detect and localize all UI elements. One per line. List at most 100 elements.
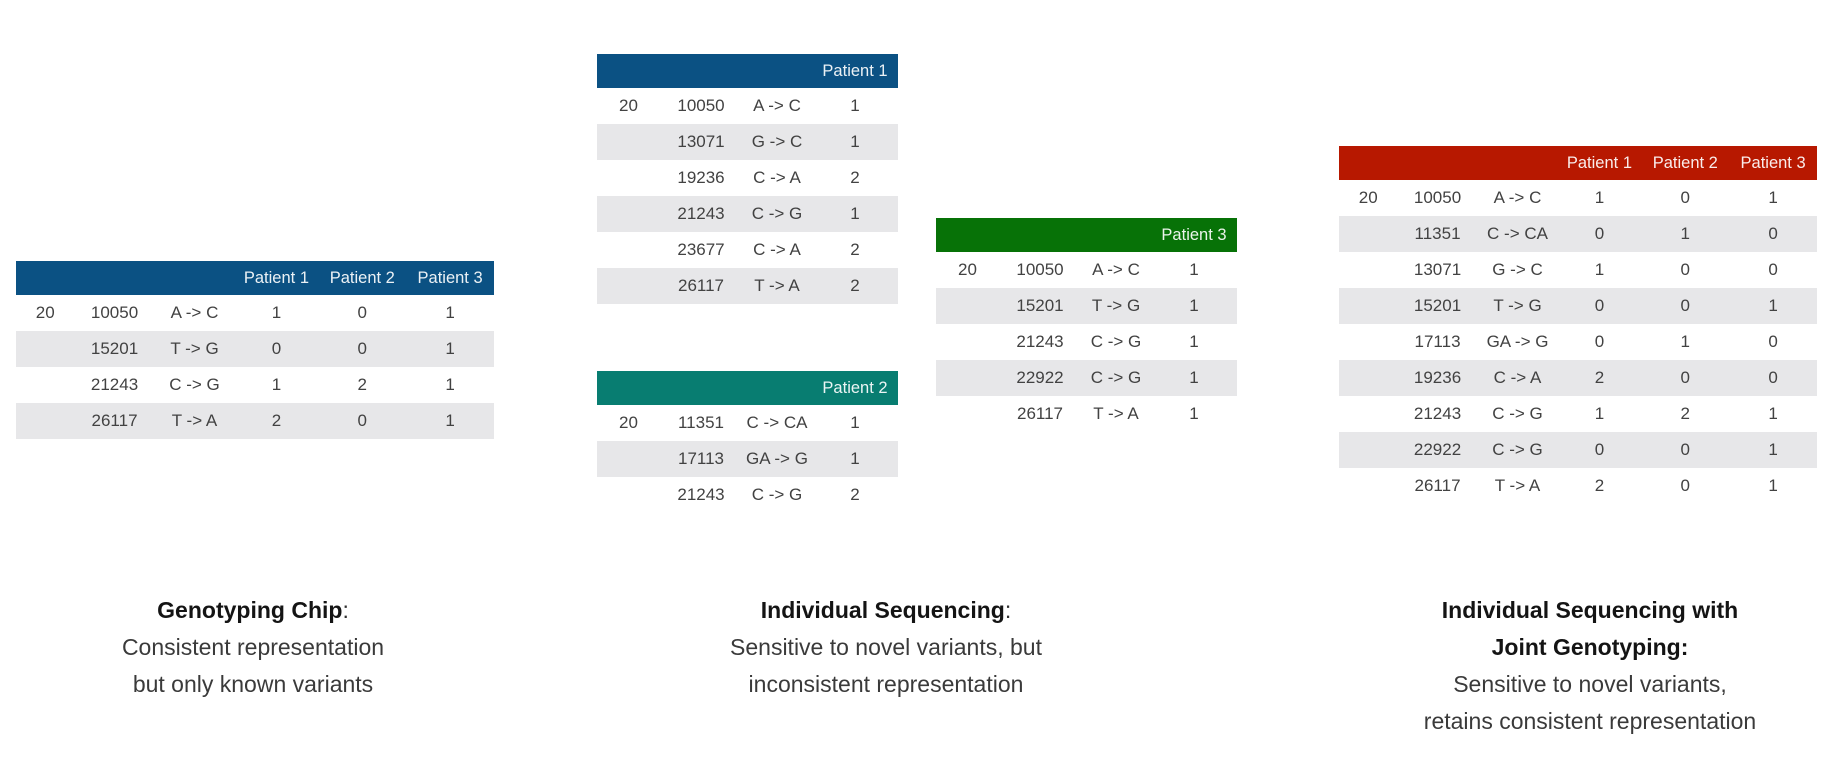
genotype-cell: 0 (271, 339, 282, 358)
position-cell: 10050 (677, 96, 725, 115)
caption-title-bold: Individual Sequencing (760, 597, 1005, 623)
table-row: 20 10050 A -> C 1 (597, 88, 898, 124)
patient-3-sequencing-table: Patient 3 20 10050 A -> C 1 15201 T -> G 1 21243… (936, 218, 1237, 432)
patient-header-cell: Patient 2 (1652, 153, 1718, 172)
position-cell: 11351 (1414, 224, 1461, 243)
position-cell: 15201 (1413, 296, 1462, 315)
variant-change-cell: G -> C (1492, 260, 1543, 279)
position-cell: 22922 (1413, 440, 1462, 459)
genotype-cell: 1 (850, 449, 860, 468)
position-cell: 13071 (677, 132, 725, 151)
genotype-cell: 2 (1680, 404, 1691, 423)
table-row: 20 10050 A -> C 1 0 1 (1339, 180, 1817, 216)
table-row: 21243 C -> G 1 (597, 196, 898, 232)
table-row: 15201 T -> G 0 0 1 (16, 331, 494, 367)
position-cell: 26117 (1414, 476, 1461, 495)
table-row: 13071 G -> C 1 (597, 124, 898, 160)
variant-change-cell: T -> G (1091, 296, 1141, 315)
variant-change-cell: GA -> G (1486, 332, 1549, 351)
position-cell: 10050 (1016, 260, 1064, 279)
table-row: 22922 C -> G 0 0 1 (1339, 432, 1817, 468)
variant-change-cell: C -> G (751, 485, 803, 504)
variant-change-cell: T -> A (171, 411, 218, 430)
genotype-cell: 1 (445, 303, 455, 322)
genotype-cell: 1 (1594, 260, 1605, 279)
genotype-cell: 0 (1680, 188, 1691, 207)
table-row: 21243 C -> G 1 2 1 (16, 367, 494, 403)
patient-header-cell: Patient 1 (1566, 153, 1633, 172)
position-cell: 22922 (1016, 368, 1064, 387)
position-cell: 23677 (677, 240, 725, 259)
table-row: 13071 G -> C 1 0 0 (1339, 252, 1817, 288)
table-row: 15201 T -> G 0 0 1 (1339, 288, 1817, 324)
variant-change-cell: C -> CA (746, 413, 808, 432)
genotype-cell: 1 (1594, 404, 1605, 423)
genotype-cell: 1 (445, 411, 455, 430)
genotype-cell: 2 (1594, 368, 1605, 387)
genotype-cell: 1 (1768, 440, 1778, 459)
variant-change-cell: A -> C (1092, 260, 1140, 279)
table-row: 26117 T -> A 2 0 1 (16, 403, 494, 439)
caption-individual-sequencing: Individual Sequencing: Sensitive to nove… (656, 592, 1116, 703)
genotype-cell: 0 (1594, 296, 1605, 315)
genotype-cell: 0 (357, 303, 368, 322)
position-cell: 15201 (90, 339, 139, 358)
table-row: 21243 C -> G 2 (597, 477, 898, 513)
genotype-cell: 2 (850, 168, 860, 187)
caption-title-bold: Individual Sequencing with (1441, 597, 1739, 623)
variant-change-cell: C -> G (1492, 404, 1543, 423)
caption-line: inconsistent representation (748, 671, 1024, 697)
genotype-cell: 1 (1189, 404, 1199, 423)
genotype-cell: 0 (357, 411, 368, 430)
variant-change-cell: C -> G (1492, 440, 1543, 459)
genotype-cell: 1 (1680, 224, 1691, 243)
genotype-cell: 1 (1594, 188, 1605, 207)
table-row: 17113 GA -> G 1 (597, 441, 898, 477)
genotype-cell: 0 (1680, 368, 1691, 387)
genotype-cell: 0 (1594, 224, 1605, 243)
genotype-cell: 1 (1189, 260, 1199, 279)
position-cell: 21243 (1413, 404, 1462, 423)
position-cell: 21243 (1016, 332, 1064, 351)
genotype-cell: 1 (850, 204, 860, 223)
caption-joint-genotyping: Individual Sequencing with Joint Genotyp… (1360, 592, 1820, 740)
patient-header-cell: Patient 2 (822, 378, 888, 397)
variant-change-cell: T -> A (1494, 476, 1541, 495)
genotype-cell: 0 (1768, 224, 1778, 243)
genotype-cell: 0 (1680, 440, 1691, 459)
variant-change-cell: T -> G (170, 339, 219, 358)
genotype-cell: 0 (1768, 332, 1778, 351)
genotype-cell: 1 (850, 96, 860, 115)
joint-genotyping-table: Patient 1 Patient 2 Patient 3 20 10050 A -> C… (1339, 146, 1817, 504)
caption-line: but only known variants (132, 671, 374, 697)
variant-change-cell: C -> G (1090, 332, 1142, 351)
variant-change-cell: G -> C (751, 132, 803, 151)
genotype-cell: 0 (1768, 260, 1778, 279)
variant-change-cell: T -> A (754, 276, 800, 295)
variant-change-cell: A -> C (753, 96, 801, 115)
patient-header-cell: Patient 1 (243, 268, 310, 287)
variant-change-cell: GA -> G (746, 449, 808, 468)
genotype-cell: 2 (357, 375, 368, 394)
genotype-cell: 1 (445, 375, 455, 394)
caption-title-tail: : (342, 597, 349, 623)
position-cell: 26117 (1016, 404, 1063, 423)
variant-change-cell: C -> CA (1487, 224, 1548, 243)
table-row: 20 11351 C -> CA 1 (597, 405, 898, 441)
caption-line: retains consistent representation (1423, 708, 1757, 734)
position-cell: 17113 (1414, 332, 1461, 351)
table-header-row: Patient 3 (936, 218, 1237, 252)
variant-change-cell: C -> A (753, 240, 801, 259)
genotype-cell: 1 (1768, 296, 1778, 315)
chromosome-cell: 20 (619, 96, 638, 115)
variant-change-cell: T -> G (1493, 296, 1542, 315)
caption-genotyping-chip: Genotyping Chip: Consistent representati… (23, 592, 483, 703)
caption-line: Consistent representation (121, 634, 385, 660)
genotype-cell: 1 (271, 375, 282, 394)
genotype-cell: 2 (850, 240, 860, 259)
caption-title-bold: Genotyping Chip (157, 597, 343, 623)
chromosome-cell: 20 (35, 303, 55, 322)
table-row: 26117 T -> A 1 (936, 396, 1237, 432)
caption-title: Genotyping Chip: (23, 592, 483, 629)
table-row: 26117 T -> A 2 0 1 (1339, 468, 1817, 504)
